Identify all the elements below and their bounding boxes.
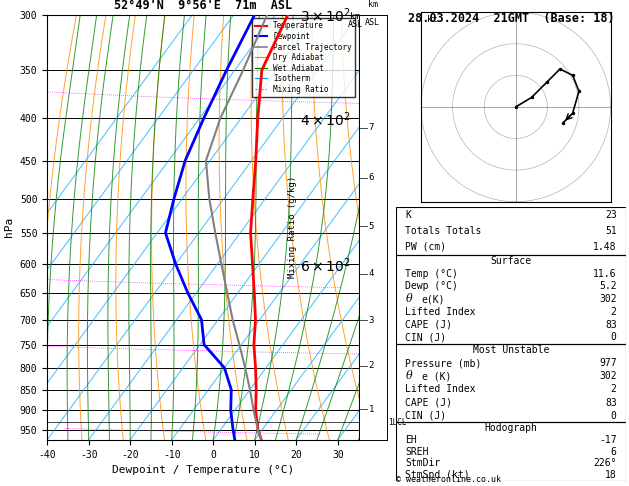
Text: CAPE (J): CAPE (J) bbox=[406, 320, 452, 330]
Y-axis label: hPa: hPa bbox=[4, 217, 14, 237]
Text: kt: kt bbox=[427, 15, 438, 24]
Text: 1.48: 1.48 bbox=[593, 242, 616, 252]
Bar bbox=[396, 344, 626, 422]
Title: 52°49'N  9°56'E  71m  ASL: 52°49'N 9°56'E 71m ASL bbox=[114, 0, 292, 12]
Text: 2: 2 bbox=[369, 361, 374, 370]
Text: 6: 6 bbox=[369, 174, 374, 182]
Text: Most Unstable: Most Unstable bbox=[473, 346, 549, 355]
Text: 7: 7 bbox=[369, 123, 374, 133]
Text: 51: 51 bbox=[605, 226, 616, 236]
Text: 226°: 226° bbox=[593, 458, 616, 469]
Text: K: K bbox=[406, 209, 411, 220]
Bar bbox=[396, 207, 626, 255]
Bar bbox=[396, 255, 626, 344]
Text: Totals Totals: Totals Totals bbox=[406, 226, 482, 236]
Text: Temp (°C): Temp (°C) bbox=[406, 269, 459, 279]
Text: Hodograph: Hodograph bbox=[484, 423, 538, 433]
Text: Pressure (mb): Pressure (mb) bbox=[406, 358, 482, 368]
Text: 23: 23 bbox=[605, 209, 616, 220]
Text: km: km bbox=[350, 12, 360, 21]
Text: 3: 3 bbox=[369, 316, 374, 325]
Text: 5: 5 bbox=[369, 222, 374, 231]
Text: 5.2: 5.2 bbox=[599, 281, 616, 292]
Text: PW (cm): PW (cm) bbox=[406, 242, 447, 252]
Text: -17: -17 bbox=[599, 435, 616, 445]
X-axis label: Dewpoint / Temperature (°C): Dewpoint / Temperature (°C) bbox=[112, 465, 294, 475]
Text: CIN (J): CIN (J) bbox=[406, 332, 447, 343]
Text: 1: 1 bbox=[369, 405, 374, 414]
Y-axis label: Mixing Ratio (g/kg): Mixing Ratio (g/kg) bbox=[288, 176, 298, 278]
Legend: Temperature, Dewpoint, Parcel Trajectory, Dry Adiabat, Wet Adiabat, Isotherm, Mi: Temperature, Dewpoint, Parcel Trajectory… bbox=[252, 18, 355, 97]
Text: ASL: ASL bbox=[365, 18, 380, 27]
Text: © weatheronline.co.uk: © weatheronline.co.uk bbox=[396, 474, 501, 484]
Text: Lifted Index: Lifted Index bbox=[406, 384, 476, 395]
Text: CAPE (J): CAPE (J) bbox=[406, 398, 452, 408]
Text: θ: θ bbox=[406, 294, 412, 304]
Text: Dewp (°C): Dewp (°C) bbox=[406, 281, 459, 292]
Text: 302: 302 bbox=[599, 371, 616, 382]
Text: 4: 4 bbox=[369, 269, 374, 278]
Text: 18: 18 bbox=[605, 470, 616, 480]
Text: 83: 83 bbox=[605, 320, 616, 330]
Text: Surface: Surface bbox=[491, 256, 532, 266]
Text: 1LCL: 1LCL bbox=[388, 417, 407, 427]
Text: km: km bbox=[368, 0, 377, 9]
Text: EH: EH bbox=[406, 435, 417, 445]
Text: StmDir: StmDir bbox=[406, 458, 441, 469]
Text: e(K): e(K) bbox=[421, 294, 445, 304]
Text: 28.03.2024  21GMT  (Base: 18): 28.03.2024 21GMT (Base: 18) bbox=[408, 12, 614, 25]
Text: 11.6: 11.6 bbox=[593, 269, 616, 279]
Text: StmSpd (kt): StmSpd (kt) bbox=[406, 470, 470, 480]
Text: 302: 302 bbox=[599, 294, 616, 304]
Text: 977: 977 bbox=[599, 358, 616, 368]
Text: 2: 2 bbox=[611, 384, 616, 395]
Text: Lifted Index: Lifted Index bbox=[406, 307, 476, 317]
Text: 6: 6 bbox=[611, 447, 616, 457]
Text: e (K): e (K) bbox=[421, 371, 451, 382]
Text: ASL: ASL bbox=[348, 20, 363, 30]
Text: 83: 83 bbox=[605, 398, 616, 408]
Text: 0: 0 bbox=[611, 332, 616, 343]
Text: 2: 2 bbox=[611, 307, 616, 317]
Text: CIN (J): CIN (J) bbox=[406, 411, 447, 420]
Text: 0: 0 bbox=[611, 411, 616, 420]
Text: θ: θ bbox=[406, 371, 412, 382]
Text: SREH: SREH bbox=[406, 447, 429, 457]
Bar bbox=[396, 422, 626, 481]
